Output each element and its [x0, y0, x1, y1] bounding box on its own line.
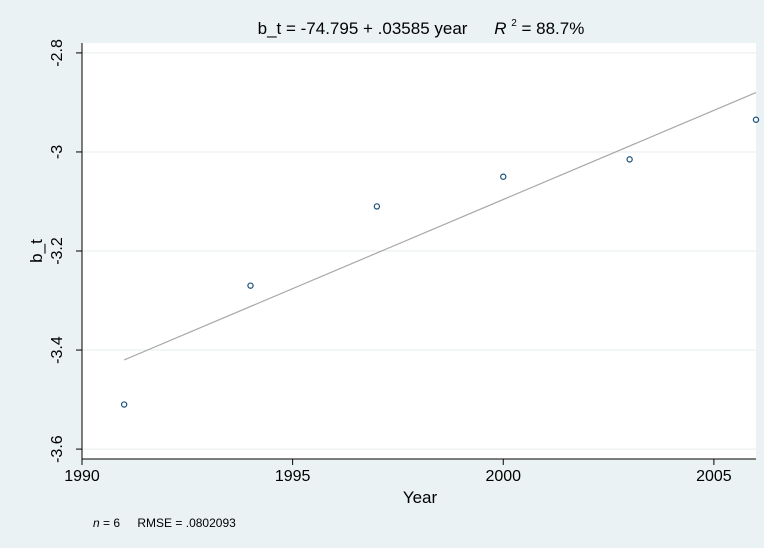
fit-line-layer [123, 91, 757, 361]
y-tick-label: -3.6 [49, 435, 66, 463]
fit-line [123, 91, 757, 361]
footnote-n-label: n [93, 516, 100, 530]
x-tick-label: 1995 [275, 468, 311, 485]
grid-layer [82, 52, 756, 450]
scatter-point [500, 173, 507, 180]
title-r-superscript: 2 [511, 18, 517, 29]
footnote-n-value: = 6 [103, 516, 120, 530]
y-tick-label: -3.4 [49, 336, 66, 364]
footnote-rmse: RMSE = .0802093 [137, 516, 236, 530]
x-tick-label: 1990 [64, 468, 100, 485]
x-tick-label: 2000 [485, 468, 521, 485]
title-equation: b_t = -74.795 + .03585 year [258, 19, 468, 38]
y-tick-label: -2.8 [49, 39, 66, 67]
scatter-point [626, 156, 633, 163]
title-r2-value: = 88.7% [522, 19, 585, 38]
scatter-point [247, 282, 254, 289]
axis-layer: -2.8 -3 -3.2 -3.4 -3.6 1990 1995 2000 2005 [49, 39, 756, 485]
x-tick-label: 2005 [696, 468, 732, 485]
x-axis-title: Year [403, 488, 438, 507]
scatter-point [373, 203, 381, 210]
y-axis-title: b_t [27, 239, 46, 263]
title-r-symbol: R [494, 19, 506, 38]
scatter-point [120, 401, 128, 408]
y-tick-label: -3.2 [49, 237, 66, 265]
points-layer [120, 116, 760, 408]
y-tick-label: -3 [49, 145, 66, 159]
scatter-point [752, 116, 760, 123]
footnote: n = 6 RMSE = .0802093 [93, 516, 236, 530]
chart-title: b_t = -74.795 + .03585 year R 2 = 88.7% [258, 11, 585, 38]
